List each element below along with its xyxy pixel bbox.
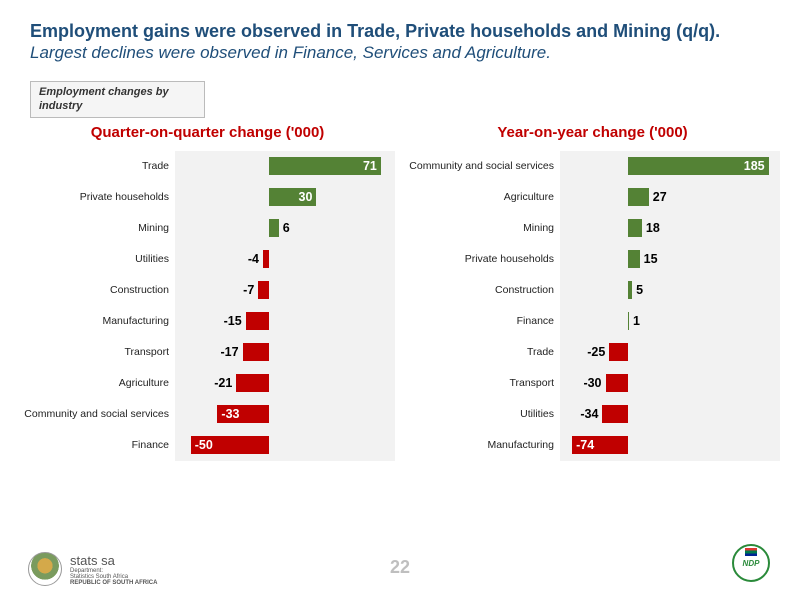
- title-block: Employment gains were observed in Trade,…: [0, 0, 800, 71]
- bar-row: Mining 18: [405, 213, 780, 244]
- bar-row: Utilities -4: [20, 244, 395, 275]
- value-label: 6: [283, 221, 290, 235]
- category-label: Finance: [405, 315, 554, 327]
- category-label: Community and social services: [405, 160, 554, 172]
- chart-yoy-plot: Community and social services185Agricult…: [405, 151, 780, 461]
- bar-row: Trade -25: [405, 337, 780, 368]
- bar-row: Agriculture -21: [20, 368, 395, 399]
- bar: [628, 281, 632, 299]
- bar-row: Finance -50: [20, 430, 395, 461]
- category-label: Community and social services: [20, 408, 169, 420]
- bar: [263, 250, 269, 268]
- chart-qoq-title: Quarter-on-quarter change ('000): [20, 124, 395, 141]
- bar-row: Transport -17: [20, 337, 395, 368]
- bar: [269, 219, 278, 237]
- value-label: -30: [583, 376, 601, 390]
- chart-yoy: Year-on-year change ('000) Community and…: [405, 124, 780, 461]
- category-label: Utilities: [405, 408, 554, 420]
- coat-of-arms-icon: [28, 552, 62, 586]
- chart-qoq-plot: Trade 71 Private households 30 Mining 6 Utilit…: [20, 151, 395, 461]
- category-label: Agriculture: [405, 191, 554, 203]
- value-label: 1: [633, 314, 640, 328]
- category-label: Manufacturing: [405, 439, 554, 451]
- value-label: 15: [644, 252, 658, 266]
- category-label: Finance: [20, 439, 169, 451]
- bar: [628, 250, 639, 268]
- bar-row: Mining 6: [20, 213, 395, 244]
- category-label: Construction: [20, 284, 169, 296]
- subheading-box: Employment changes by industry: [30, 81, 205, 117]
- chart-yoy-title: Year-on-year change ('000): [405, 124, 780, 141]
- sa-flag-icon: [745, 548, 757, 556]
- category-label: Agriculture: [20, 377, 169, 389]
- category-label: Private households: [20, 191, 169, 203]
- category-label: Transport: [20, 346, 169, 358]
- bar-row: Construction 5: [405, 275, 780, 306]
- category-label: Private households: [405, 253, 554, 265]
- category-label: Manufacturing: [20, 315, 169, 327]
- charts-container: Quarter-on-quarter change ('000) Trade 71…: [0, 124, 800, 461]
- category-label: Mining: [405, 222, 554, 234]
- title-italic: Largest declines were observed in Financ…: [30, 43, 551, 62]
- value-label: -34: [580, 407, 598, 421]
- bar-row: Utilities -34: [405, 399, 780, 430]
- value-label: -17: [220, 345, 238, 359]
- bar: [606, 374, 629, 392]
- value-label: -25: [587, 345, 605, 359]
- stats-sa-label: stats sa: [70, 553, 157, 568]
- value-label: -21: [214, 376, 232, 390]
- bar-row: Construction -7: [20, 275, 395, 306]
- bar: [628, 188, 648, 206]
- value-label: -7: [243, 283, 254, 297]
- ndp-label: NDP: [743, 559, 760, 568]
- category-label: Utilities: [20, 253, 169, 265]
- category-label: Trade: [405, 346, 554, 358]
- bar: [628, 219, 642, 237]
- footer: stats sa Department: Statistics South Af…: [0, 542, 800, 592]
- bar: [628, 312, 629, 330]
- value-label: 5: [636, 283, 643, 297]
- logo-stats-sa: stats sa Department: Statistics South Af…: [28, 552, 157, 586]
- category-label: Construction: [405, 284, 554, 296]
- bar: [609, 343, 628, 361]
- page-number: 22: [390, 557, 410, 578]
- bar-row: Private households 30: [20, 182, 395, 213]
- bar-row: Community and social services 185: [405, 151, 780, 182]
- bar: [602, 405, 628, 423]
- title-bold: Employment gains were observed in Trade,…: [30, 21, 720, 41]
- bar-row: Agriculture 27: [405, 182, 780, 213]
- value-label: 30: [299, 190, 313, 204]
- category-label: Mining: [20, 222, 169, 234]
- bar: [258, 281, 269, 299]
- category-label: Transport: [405, 377, 554, 389]
- bar-row: Trade 71: [20, 151, 395, 182]
- bar-row: Finance 1: [405, 306, 780, 337]
- stats-sa-sub3: REPUBLIC OF SOUTH AFRICA: [70, 580, 157, 586]
- chart-qoq: Quarter-on-quarter change ('000) Trade 71…: [20, 124, 395, 461]
- value-label: 27: [653, 190, 667, 204]
- value-label: -74: [576, 438, 594, 452]
- value-label: -50: [195, 438, 213, 452]
- bar-row: Private households 15: [405, 244, 780, 275]
- bar: [243, 343, 270, 361]
- bar-row: Transport -30: [405, 368, 780, 399]
- bar: [246, 312, 270, 330]
- value-label: 71: [363, 159, 377, 173]
- value-label: -4: [248, 252, 259, 266]
- value-label: 185: [744, 159, 765, 173]
- bar-row: Manufacturing -15: [20, 306, 395, 337]
- category-label: Trade: [20, 160, 169, 172]
- bar: [236, 374, 269, 392]
- bar-row: Manufacturing -74: [405, 430, 780, 461]
- bar-row: Community and social services -33: [20, 399, 395, 430]
- value-label: -15: [224, 314, 242, 328]
- stats-sa-text: stats sa Department: Statistics South Af…: [70, 553, 157, 586]
- logo-ndp: NDP: [732, 544, 770, 582]
- value-label: -33: [221, 407, 239, 421]
- value-label: 18: [646, 221, 660, 235]
